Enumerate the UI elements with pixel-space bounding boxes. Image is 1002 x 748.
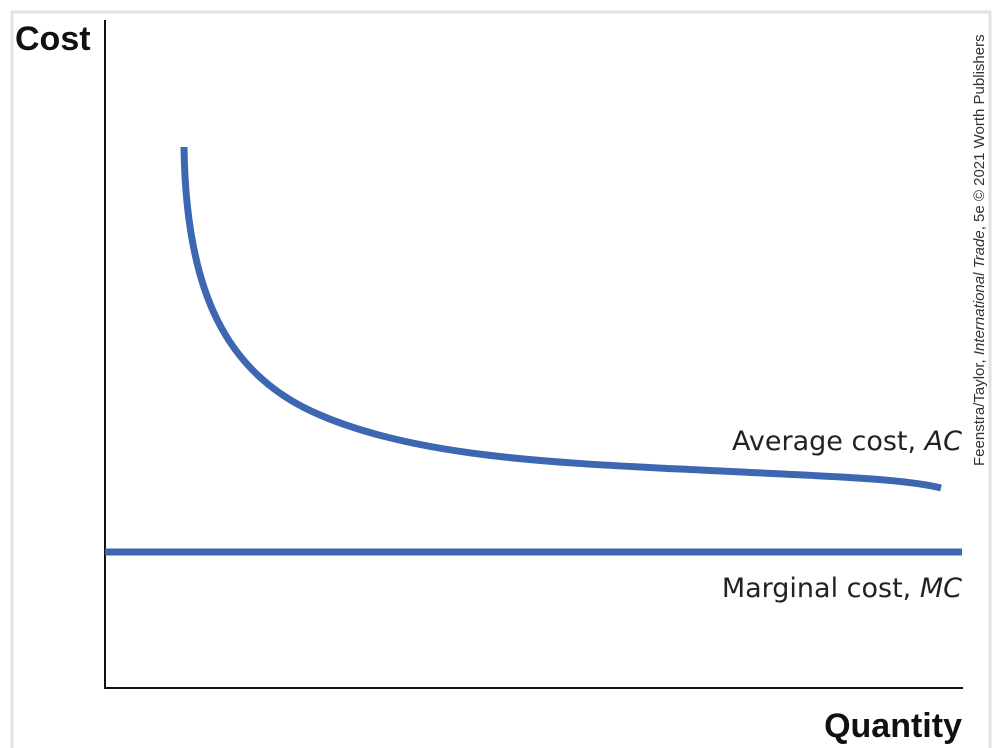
label-abbr: MC	[920, 573, 962, 604]
label-text: Average cost,	[732, 426, 925, 457]
credit-authors: Feenstra/Taylor,	[971, 355, 988, 466]
x-axis-label: Quantity	[824, 707, 962, 745]
average-cost-curve	[180, 146, 942, 492]
label-text: Marginal cost,	[722, 573, 920, 604]
y-axis-label: Cost	[15, 20, 91, 58]
credit-book: International Trade	[971, 230, 988, 355]
credit: Feenstra/Taylor, International Trade, 5e…	[971, 34, 988, 466]
credit-rest: , 5e © 2021 Worth Publishers	[971, 34, 988, 230]
label-abbr: AC	[923, 426, 962, 457]
average-cost-label: Average cost, AC	[732, 426, 962, 457]
marginal-cost-label: Marginal cost, MC	[722, 573, 962, 604]
frame	[10, 10, 992, 748]
